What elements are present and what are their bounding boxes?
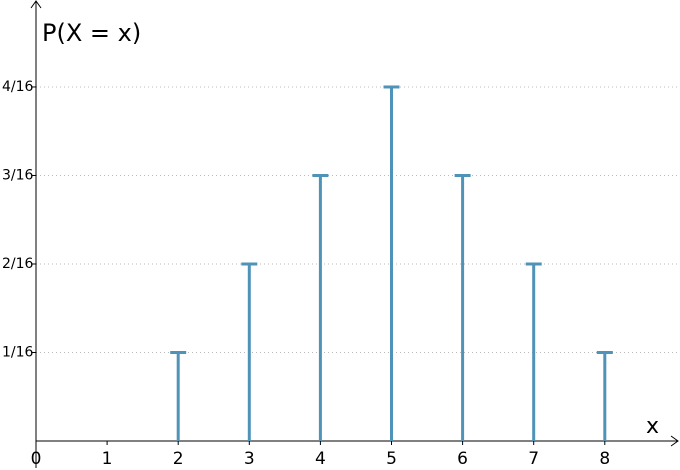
x-tick-label: 3 — [244, 449, 255, 469]
y-tick-label: 1/16 — [2, 344, 34, 360]
x-tick-label: 1 — [102, 449, 113, 469]
y-axis-label: P(X = x) — [42, 19, 141, 47]
x-tick-label: 2 — [173, 449, 184, 469]
x-axis-arrow — [670, 435, 679, 447]
x-tick-label: 8 — [599, 449, 610, 469]
y-axis-arrow — [30, 0, 42, 9]
x-tick-label: 7 — [528, 449, 539, 469]
x-tick-label: 4 — [315, 449, 326, 469]
x-tick-label: 6 — [457, 449, 468, 469]
y-tick-label: 2/16 — [2, 256, 34, 272]
y-tick-label: 3/16 — [2, 167, 34, 183]
x-axis-label: x — [646, 414, 659, 439]
y-tick-label: 4/16 — [2, 79, 34, 95]
x-tick-label: 5 — [386, 449, 397, 469]
